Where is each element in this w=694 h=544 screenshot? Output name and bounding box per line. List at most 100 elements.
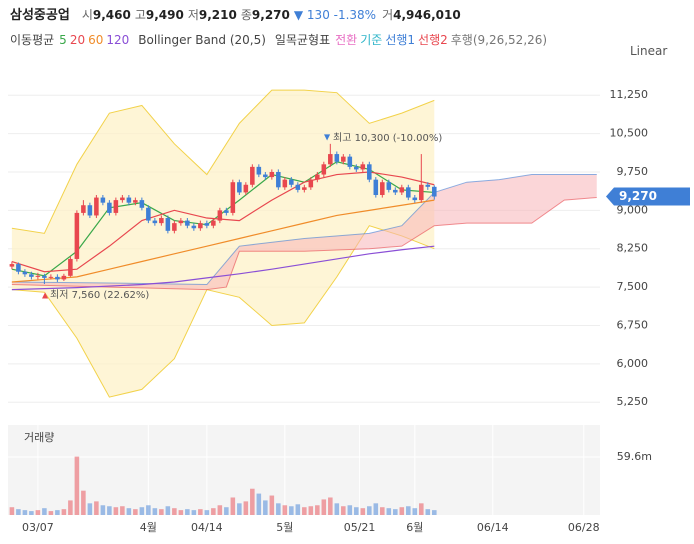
volume-bar — [425, 509, 431, 515]
volume-bar — [412, 508, 418, 515]
x-tick-label: 04/14 — [191, 521, 223, 534]
candle-body — [81, 205, 86, 213]
volume-bar — [315, 505, 320, 515]
volume-bar — [191, 510, 197, 515]
volume-bar — [74, 456, 80, 515]
legend-entry: 전환 — [335, 33, 358, 47]
x-tick-label: 6월 — [406, 521, 423, 534]
volume-bar — [367, 506, 372, 515]
volume-bar — [42, 508, 47, 515]
volume-label: 거 — [382, 8, 394, 22]
legend-entry: 60 — [88, 33, 104, 47]
volume-bar — [159, 509, 164, 515]
volume-bar — [120, 506, 125, 515]
x-tick-label: 4월 — [140, 521, 157, 534]
candle-body — [113, 200, 119, 213]
volume-title: 거래량 — [24, 431, 54, 444]
volume-bar — [113, 507, 119, 515]
ichimoku-cloud — [11, 174, 597, 290]
candle-body — [87, 205, 93, 216]
volume-bar — [250, 488, 255, 515]
volume-bar — [373, 503, 379, 515]
volume-bar — [289, 506, 294, 515]
volume-bar — [321, 499, 327, 515]
candle-body — [425, 184, 431, 187]
volume-bar — [393, 509, 398, 515]
volume-bar — [87, 503, 93, 515]
volume-bar — [61, 509, 67, 515]
legend-title: 이동평균 — [10, 33, 55, 47]
volume-bar — [9, 507, 15, 515]
candle-body — [263, 174, 268, 178]
candle-body — [360, 164, 366, 170]
y-tick-label: 10,500 — [610, 127, 649, 140]
volume-bar — [48, 511, 54, 515]
candle-body — [308, 179, 314, 188]
candle-body — [185, 220, 190, 226]
y-tick-label: 8,250 — [617, 242, 649, 255]
volume-tick-label: 59.6m — [617, 450, 652, 463]
volume-bar — [243, 501, 249, 515]
candle-body — [74, 212, 80, 259]
volume-bar — [22, 510, 28, 515]
volume-bar — [282, 505, 288, 515]
volume-bar — [308, 506, 314, 515]
price-value: 9,490 — [145, 8, 184, 22]
volume-bar — [126, 508, 132, 515]
candle-body — [139, 200, 145, 208]
candle-body — [380, 182, 385, 195]
volume-bar — [178, 510, 184, 515]
price-label: 저 — [187, 8, 199, 22]
candle-body — [61, 275, 67, 280]
scale-selector[interactable]: Linear — [630, 44, 668, 58]
volume-bar — [432, 510, 437, 515]
candle-body — [120, 197, 125, 201]
legend-entry: 후행(9,26,52,26) — [450, 33, 548, 47]
x-tick-label: 5월 — [276, 521, 293, 534]
candle-body — [256, 166, 262, 175]
volume-bar — [263, 500, 268, 515]
candle-body — [100, 197, 106, 203]
volume-bar — [165, 506, 171, 515]
candle-body — [237, 182, 242, 193]
volume-bar — [198, 509, 203, 515]
ma-line — [11, 245, 435, 291]
volume-bar — [237, 503, 242, 515]
candle-body — [107, 202, 112, 213]
volume-bar — [211, 508, 216, 515]
candle-body — [224, 210, 229, 213]
candle-body — [204, 223, 210, 226]
x-tick-label: 03/07 — [22, 521, 54, 534]
candle-body — [217, 210, 223, 221]
candle-body — [126, 197, 132, 203]
ma-line — [11, 199, 435, 283]
candle-body — [386, 182, 392, 190]
candle-body — [230, 182, 236, 213]
volume-bar — [217, 505, 223, 515]
ichimoku-span — [11, 174, 597, 286]
volume-bar — [152, 508, 158, 515]
candle-body — [282, 179, 288, 188]
volume-bar — [276, 503, 281, 515]
price-label: 고 — [134, 8, 146, 22]
max-marker: ▼ — [324, 133, 331, 142]
volume-bar — [256, 493, 262, 515]
candle-body — [412, 197, 418, 201]
volume-panel — [8, 425, 600, 515]
last-price-tag — [606, 187, 690, 206]
volume-bar — [133, 509, 138, 515]
x-tick-label: 05/21 — [344, 521, 376, 534]
candle-body — [276, 171, 281, 188]
volume-bar — [68, 500, 73, 515]
y-tick-label: 5,250 — [617, 395, 649, 408]
candle-body — [269, 171, 275, 178]
volume-bar — [328, 497, 333, 515]
candle-body — [178, 220, 184, 224]
y-tick-label: 11,250 — [610, 88, 649, 101]
candle-body — [211, 220, 216, 226]
volume-bar — [334, 503, 340, 515]
volume-bar — [16, 509, 21, 515]
candle-body — [341, 156, 346, 162]
candle-body — [393, 189, 398, 193]
